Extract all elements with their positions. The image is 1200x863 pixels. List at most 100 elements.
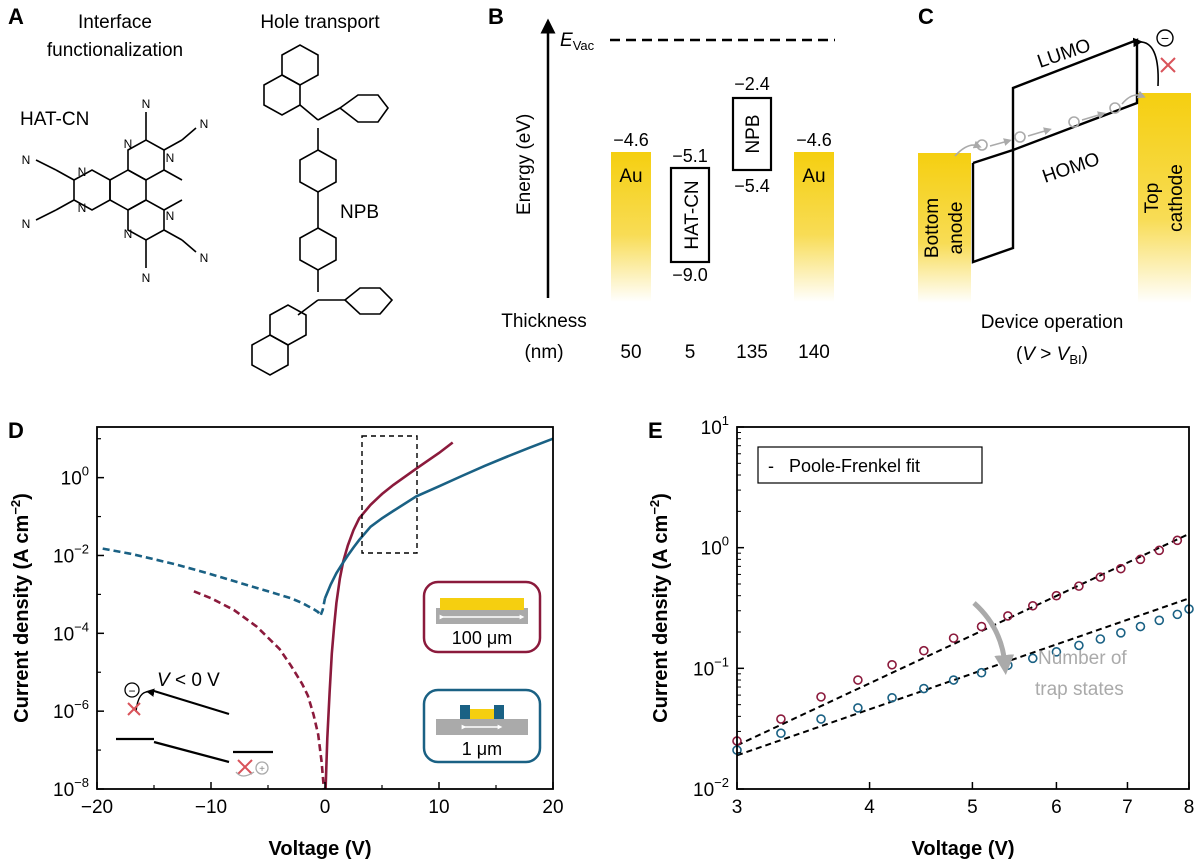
energy-axis-label: Energy (eV) [514, 114, 535, 215]
panel-e-frame [736, 426, 1190, 790]
inset-1um-contact-right [494, 705, 504, 719]
inset-100um-label: 100 μm [452, 628, 512, 648]
series-1-point [1074, 640, 1084, 651]
x-tick-label: 3 [732, 797, 743, 818]
panel-a-title-col2: Hole transport [260, 12, 380, 33]
series-1-point [853, 703, 863, 713]
panel-d-xlabel: Voltage (V) [269, 838, 372, 860]
bottom-anode-bar [918, 153, 971, 303]
series-0-point [816, 692, 826, 702]
series-0-point [853, 675, 863, 685]
band-lumo [972, 38, 1139, 165]
series-0-point [1116, 563, 1126, 574]
x-tick-label: 6 [1051, 797, 1062, 818]
series-1-forward-curve [323, 437, 554, 599]
au-bottom-level: −4.6 [613, 130, 649, 150]
x-tick-label: −20 [81, 797, 113, 818]
panel-e-xlabel: Voltage (V) [912, 838, 1015, 860]
series-0-point [1027, 600, 1038, 611]
thickness-value: 5 [685, 342, 696, 363]
inset-hole-icon [255, 761, 269, 775]
x-tick-label: 20 [542, 797, 563, 818]
trap-states-arrow [972, 601, 1015, 675]
electron-sign: − [1161, 30, 1169, 46]
legend-marker: - [768, 456, 774, 476]
atom-n: N [22, 153, 31, 167]
inset-1um-contact-left [460, 705, 470, 719]
panel-d-curves [102, 437, 554, 790]
series-0-point [948, 633, 959, 643]
x-tick-label: 10 [428, 797, 449, 818]
panel-label-c: C [918, 4, 934, 29]
x-tick-label: 5 [967, 797, 978, 818]
thickness-value: 135 [736, 342, 768, 363]
inset-100um-electrode [440, 598, 524, 610]
series-1-point [1027, 653, 1038, 664]
y-tick-label: 100 [701, 534, 729, 560]
inset-1um-label: 1 μm [462, 739, 502, 759]
y-tick-label: 10−2 [53, 541, 89, 567]
series-1-point [1116, 628, 1126, 638]
npb-upper-level: −2.4 [734, 74, 770, 94]
series-1-point [1051, 647, 1062, 657]
panel-e-plot [732, 533, 1194, 757]
molecule-name-npb: NPB [340, 202, 379, 223]
panel-c: C Bottom anode Top cathode LUMO HOMO − [918, 4, 1191, 367]
anode-label-line1: Bottom [922, 198, 943, 258]
panel-e-ticks: 3 4 5 6 7 8 10−2 10−1 100 101 [693, 413, 1194, 818]
series-1-reverse-curve [102, 547, 327, 619]
series-0-point [1074, 581, 1084, 591]
series-1-point [887, 692, 897, 703]
au-top-level: −4.6 [796, 130, 832, 150]
series-0-forward-curve [324, 441, 454, 790]
series-1-point [816, 714, 826, 724]
atom-n: N [142, 97, 151, 111]
top-cathode-bar [1138, 93, 1191, 303]
inset-electron-sign: − [128, 684, 135, 698]
series-0-point [776, 714, 786, 724]
thickness-value: 50 [620, 342, 641, 363]
atom-n: N [142, 271, 151, 285]
hatcn-structure [35, 112, 197, 268]
series-1-point [1135, 621, 1146, 632]
panel-d-ylabel: Current density (A cm−2) [8, 493, 33, 723]
atom-n: N [200, 251, 209, 265]
y-tick-label: 100 [61, 464, 89, 490]
panel-e-legend: - Poole-Frenkel fit [757, 446, 983, 484]
hatcn-upper-level: −5.1 [672, 146, 708, 166]
homo-label: HOMO [1040, 149, 1103, 188]
series-0-point [976, 621, 987, 632]
atom-n: N [200, 117, 209, 131]
series-0-point [1003, 611, 1013, 621]
panel-d-ticks: −20 −10 0 10 20 10−8 10−6 10−4 10−2 100 [53, 438, 564, 818]
fit-line-1 [736, 597, 1190, 757]
series-1-point [919, 683, 929, 694]
trap-states-label-line2: trap states [1035, 679, 1124, 700]
atom-n: N [166, 209, 175, 223]
cathode-label-line1: Top [1142, 183, 1163, 214]
series-1-point [776, 728, 786, 739]
fit-line-0 [736, 533, 1190, 747]
y-tick-label: 10−2 [693, 775, 729, 801]
au-bottom-bar [611, 152, 651, 302]
series-0-reverse-curve [193, 590, 326, 790]
hatcn-box-label: HAT-CN [682, 180, 703, 249]
series-1-point [1172, 609, 1183, 620]
atom-n: N [166, 151, 175, 165]
evac-label: EVac [560, 30, 595, 53]
zoom-region-box [361, 435, 418, 554]
inset-1um-electrode [470, 709, 494, 719]
panel-e: E 3 4 5 6 7 8 10−2 10−1 100 101 - Poole-Frenkel f… [647, 413, 1194, 860]
au-bottom-label: Au [619, 166, 642, 187]
inset-band-upper [153, 689, 230, 716]
y-tick-label: 10−8 [53, 775, 89, 801]
au-top-bar [794, 152, 834, 302]
blocked-cross-icon [1160, 57, 1176, 73]
panel-d: D −20 −10 0 10 20 10−8 10−6 10−4 10−2 100 Voltage… [8, 418, 564, 860]
y-tick-label: 10−6 [53, 697, 89, 723]
series-0-point [1154, 545, 1165, 556]
legend-label: Poole-Frenkel fit [789, 456, 920, 476]
device-inset-1um: 1 μm [422, 688, 542, 764]
y-tick-label: 10−4 [53, 619, 89, 645]
series-0-point [1095, 572, 1106, 582]
